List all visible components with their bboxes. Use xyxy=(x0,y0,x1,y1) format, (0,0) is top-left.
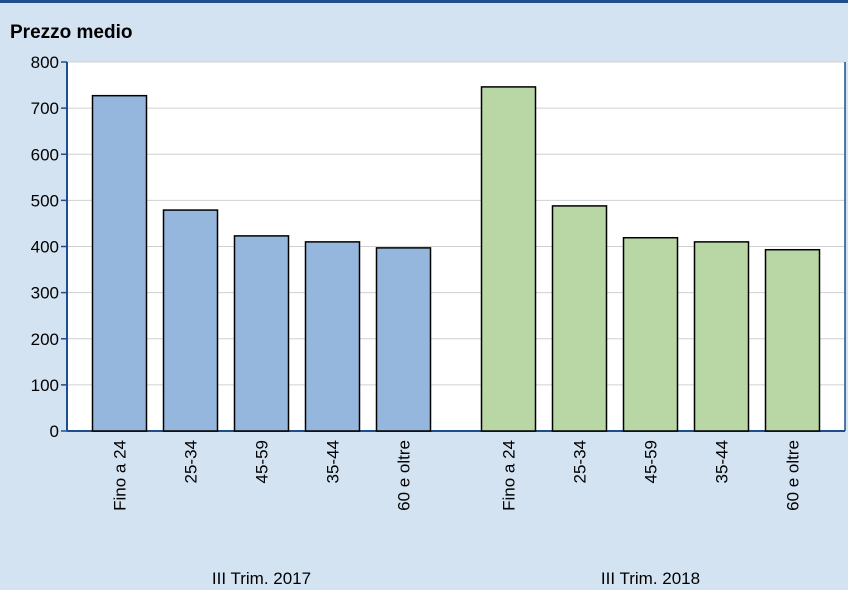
chart-title: Prezzo medio xyxy=(10,22,132,43)
x-tick-label: 45-59 xyxy=(253,440,272,483)
y-tick-label: 300 xyxy=(31,284,59,303)
x-tick-label: 60 e oltre xyxy=(395,440,414,511)
bar xyxy=(551,205,608,432)
bar xyxy=(162,209,219,432)
x-tick-label: 45-59 xyxy=(642,440,661,483)
bar xyxy=(91,94,148,432)
y-tick-label: 200 xyxy=(31,330,59,349)
bar xyxy=(480,86,537,432)
y-tick-label: 800 xyxy=(31,53,59,72)
bar xyxy=(375,247,432,432)
group-label: III Trim. 2018 xyxy=(601,569,700,588)
y-tick-label: 700 xyxy=(31,99,59,118)
x-tick-label: 25-34 xyxy=(182,440,201,483)
y-tick-label: 400 xyxy=(31,238,59,257)
x-tick-label: 25-34 xyxy=(571,440,590,483)
x-tick-label: 35-44 xyxy=(324,440,343,483)
x-tick-label: 60 e oltre xyxy=(784,440,803,511)
y-tick-label: 0 xyxy=(50,422,59,441)
x-tick-label: Fino a 24 xyxy=(111,440,130,511)
bar xyxy=(304,241,361,432)
x-tick-label: 35-44 xyxy=(713,440,732,483)
group-label: III Trim. 2017 xyxy=(212,569,311,588)
bar xyxy=(693,241,750,432)
y-tick-label: 500 xyxy=(31,191,59,210)
y-tick-label: 100 xyxy=(31,376,59,395)
bar xyxy=(622,236,679,432)
y-tick-label: 600 xyxy=(31,145,59,164)
x-tick-label: Fino a 24 xyxy=(500,440,519,511)
bar xyxy=(233,235,290,432)
bar xyxy=(764,248,821,432)
